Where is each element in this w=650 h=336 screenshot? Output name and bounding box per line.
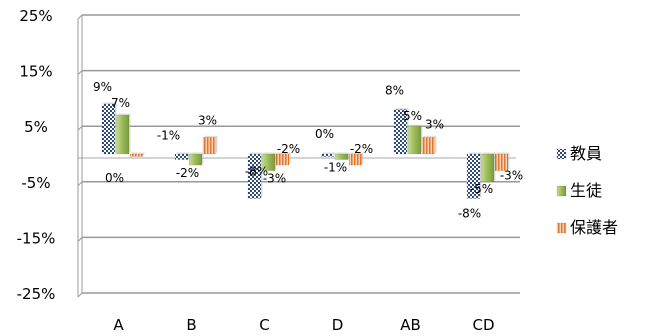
y-tick-label: -25% xyxy=(17,285,56,303)
legend-label: 保護者 xyxy=(570,218,618,237)
y-tick-label: 25% xyxy=(19,7,52,25)
data-label: -8% xyxy=(458,206,481,220)
data-label: 0% xyxy=(315,127,334,141)
data-label: 5% xyxy=(403,109,422,123)
legend-item: 教員 xyxy=(556,144,602,163)
y-tick-label: -5% xyxy=(21,174,50,192)
data-label: 8% xyxy=(385,84,404,98)
bar xyxy=(348,152,364,166)
bars xyxy=(101,102,510,199)
axes: 25%15%5%-5%-15%-25%A B C D AB CD xyxy=(17,7,495,334)
x-category-label: D xyxy=(332,316,344,334)
gridlines xyxy=(77,14,520,298)
data-label: 3% xyxy=(425,117,444,131)
bar xyxy=(320,152,336,157)
legend-swatch xyxy=(556,185,567,197)
y-tick-label: -15% xyxy=(17,229,56,247)
bar xyxy=(393,108,409,155)
gridline-wall xyxy=(77,70,83,75)
data-label: -1% xyxy=(157,129,180,143)
gridline-wall xyxy=(77,292,83,298)
bar xyxy=(101,102,117,155)
x-category-label: AB xyxy=(400,316,421,334)
data-label: -1% xyxy=(324,161,347,175)
x-category-label: A xyxy=(113,316,124,334)
data-label: -3% xyxy=(263,172,286,186)
bar xyxy=(334,152,350,160)
bar xyxy=(188,152,204,166)
bar xyxy=(407,124,423,155)
bar xyxy=(174,152,190,160)
bar xyxy=(480,152,496,183)
y-tick-label: 5% xyxy=(24,118,48,136)
gridline-wall xyxy=(77,125,83,131)
gridline-wall xyxy=(77,181,83,187)
legend-label: 教員 xyxy=(570,144,602,163)
bar xyxy=(129,152,145,157)
data-label: 7% xyxy=(111,96,130,110)
x-category-label: B xyxy=(186,316,196,334)
data-label: -2% xyxy=(350,142,373,156)
legend-label: 生徒 xyxy=(570,181,602,200)
gridline-wall xyxy=(77,237,83,242)
legend-item: 生徒 xyxy=(556,181,602,200)
data-label: -2% xyxy=(277,142,300,156)
y-tick-label: 15% xyxy=(19,63,52,81)
data-labels: 9% -1% -8% 0% 8% -8% 7% -2% -3% -1% 5% -5% 0% 3% -2% -2… xyxy=(93,80,523,221)
legend-swatch xyxy=(556,148,567,160)
legend-item: 保護者 xyxy=(556,218,618,237)
bar xyxy=(247,152,263,199)
bar xyxy=(275,152,291,166)
data-label: -8% xyxy=(245,164,268,178)
bar xyxy=(202,135,218,155)
x-category-label: CD xyxy=(472,316,494,334)
data-label: -2% xyxy=(176,166,199,180)
x-category-label: C xyxy=(259,316,269,334)
legend-swatch xyxy=(556,222,567,234)
bar xyxy=(421,135,437,155)
data-label: 3% xyxy=(198,113,217,127)
data-label: 0% xyxy=(105,171,124,185)
bar xyxy=(115,113,131,155)
bar xyxy=(466,152,482,199)
bar xyxy=(261,152,277,171)
gridline-wall xyxy=(77,14,83,20)
data-label: 9% xyxy=(93,80,112,94)
data-label: -5% xyxy=(470,182,493,196)
data-label: -3% xyxy=(500,169,523,183)
bar xyxy=(494,152,510,171)
